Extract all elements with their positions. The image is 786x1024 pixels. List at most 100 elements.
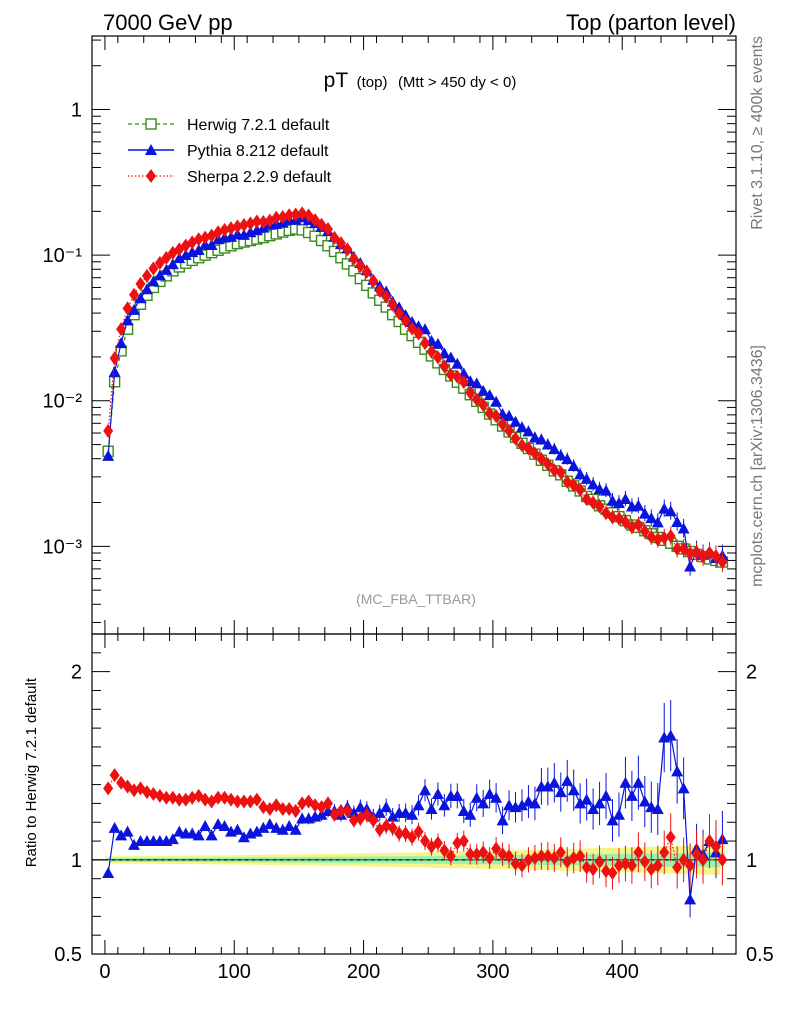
- data-point-pythia: [684, 560, 697, 572]
- data-point-sherpa: [717, 555, 728, 570]
- ratio-point-sherpa: [607, 866, 618, 881]
- ratio-point-sherpa: [238, 794, 249, 809]
- data-point-pythia: [671, 515, 684, 527]
- ratio-point-sherpa: [387, 820, 398, 835]
- ratio-point-sherpa: [471, 847, 482, 862]
- ratio-point-pythia: [580, 793, 593, 805]
- data-point-pythia: [645, 512, 658, 524]
- ratio-point-sherpa: [432, 835, 443, 850]
- ratio-point-pythia: [406, 808, 419, 820]
- ratio-point-sherpa: [652, 858, 663, 873]
- ratio-point-sherpa: [361, 807, 372, 822]
- ratio-point-sherpa: [717, 852, 728, 867]
- data-point-sherpa: [419, 336, 430, 351]
- data-point-sherpa: [491, 409, 502, 424]
- data-point-sherpa: [594, 499, 605, 514]
- ratio-frame: [91, 633, 737, 955]
- series-line-herwig: [107, 228, 723, 563]
- data-point-sherpa: [103, 423, 114, 438]
- ratio-point-sherpa: [594, 854, 605, 869]
- ratio-point-sherpa: [639, 854, 650, 869]
- data-point-sherpa: [129, 287, 140, 302]
- x-tick-label: 200: [347, 961, 380, 983]
- data-point-sherpa: [355, 259, 366, 274]
- ratio-point-pythia: [561, 774, 574, 786]
- ratio-point-sherpa: [439, 843, 450, 858]
- y-tick-label: 1: [71, 100, 82, 122]
- ratio-point-pythia: [128, 838, 141, 850]
- data-point-pythia: [612, 497, 625, 509]
- ratio-point-sherpa: [342, 803, 353, 818]
- data-point-sherpa: [439, 359, 450, 374]
- ratio-point-pythia: [574, 797, 587, 809]
- data-point-sherpa: [200, 230, 211, 245]
- data-point-sherpa: [141, 268, 152, 283]
- ratio-tick-label-left: 0.5: [54, 944, 82, 966]
- ratio-point-sherpa: [323, 796, 334, 811]
- ratio-point-pythia: [587, 803, 600, 815]
- data-point-pythia: [483, 389, 496, 401]
- data-point-pythia: [115, 337, 128, 349]
- data-point-sherpa: [555, 465, 566, 480]
- ratio-point-pythia: [632, 776, 645, 788]
- ratio-point-sherpa: [672, 860, 683, 875]
- ratio-point-pythia: [237, 831, 250, 843]
- data-point-sherpa: [109, 351, 120, 366]
- data-point-pythia: [102, 449, 115, 461]
- data-point-sherpa: [245, 216, 256, 231]
- ratio-point-sherpa: [381, 819, 392, 833]
- data-point-sherpa: [620, 514, 631, 529]
- data-point-pythia: [535, 433, 548, 445]
- data-point-sherpa: [458, 375, 469, 390]
- data-point-pythia: [179, 248, 192, 260]
- data-point-sherpa: [542, 457, 553, 472]
- ratio-point-sherpa: [368, 813, 379, 828]
- ratio-point-sherpa: [536, 849, 547, 864]
- ratio-point-sherpa: [310, 798, 321, 813]
- data-point-pythia: [515, 421, 528, 433]
- ratio-point-sherpa: [620, 856, 631, 871]
- data-point-sherpa: [478, 397, 489, 412]
- data-point-sherpa: [232, 219, 243, 234]
- data-point-sherpa: [219, 222, 230, 237]
- legend-label-pythia: Pythia 8.212 default: [187, 143, 329, 160]
- ratio-tick-label-left: 1: [71, 850, 82, 872]
- ratio-point-pythia: [464, 808, 477, 820]
- ratio-point-sherpa: [704, 834, 715, 849]
- ratio-point-pythia: [451, 789, 464, 801]
- rivet-label: Rivet 3.1.10, ≥ 400k events: [749, 36, 766, 230]
- ratio-point-sherpa: [665, 830, 676, 845]
- ratio-point-pythia: [418, 784, 431, 796]
- data-point-pythia: [677, 522, 690, 534]
- ratio-point-pythia: [554, 786, 567, 798]
- data-point-sherpa: [374, 283, 385, 298]
- legend-marker-sherpa: [146, 169, 156, 183]
- data-point-pythia: [477, 384, 490, 396]
- data-point-pythia: [606, 494, 619, 506]
- ratio-point-pythia: [528, 797, 541, 809]
- ratio-point-pythia: [490, 791, 503, 803]
- data-point-sherpa: [529, 446, 540, 461]
- ratio-point-sherpa: [588, 862, 599, 877]
- ratio-point-sherpa: [478, 845, 489, 860]
- ratio-point-sherpa: [529, 851, 540, 865]
- y-tick-label: 10⁻²: [43, 391, 83, 413]
- ratio-point-pythia: [664, 729, 677, 741]
- ratio-point-sherpa: [633, 845, 644, 860]
- data-point-sherpa: [361, 264, 372, 279]
- ratio-point-pythia: [483, 788, 496, 799]
- legend: Herwig 7.2.1 default Pythia 8.212 defaul…: [128, 117, 332, 186]
- ratio-point-pythia: [431, 788, 444, 799]
- ratio-point-sherpa: [458, 834, 469, 849]
- data-point-pythia: [567, 460, 580, 472]
- ratio-point-pythia: [380, 801, 393, 813]
- ratio-point-sherpa: [154, 788, 165, 803]
- plot-title-cuts: (Mtt > 450 dy < 0): [398, 74, 516, 91]
- main-plot: 1 10⁻¹ 10⁻² 10⁻³ pT (top) (Mtt > 450 dy < 0…: [43, 35, 737, 635]
- data-point-pythia: [205, 238, 218, 250]
- data-point-pythia: [160, 263, 173, 275]
- data-point-sherpa: [381, 289, 392, 304]
- ratio-point-sherpa: [141, 785, 152, 800]
- ratio-point-pythia: [515, 799, 528, 811]
- ratio-plot: 0 100 200 300 400 2 2 1 1 0.5 0.5 Ratio to Herwig …: [23, 633, 774, 983]
